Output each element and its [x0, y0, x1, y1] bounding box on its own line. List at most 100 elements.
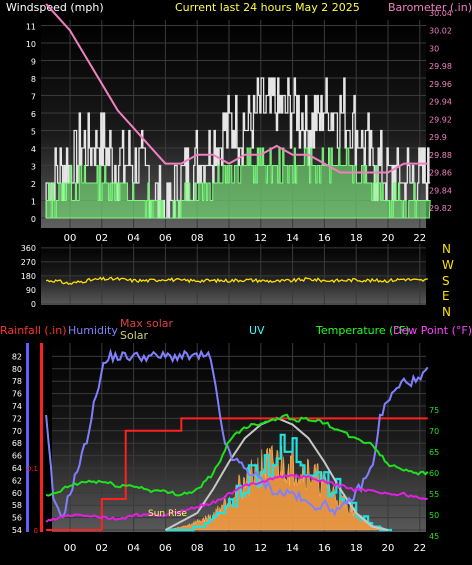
wind-tick-label: 3 [31, 163, 36, 172]
temperature-y-axis: 45 50 55 60 65 70 75 [429, 406, 439, 541]
x-tick-label: 04 [127, 543, 140, 554]
solar-legend: Solar [120, 329, 149, 342]
temperature-tick-label: 60 [429, 469, 439, 478]
temperature-tick-label: 50 [429, 511, 439, 520]
x-tick-label: 20 [382, 543, 395, 554]
barometer-tick-label: 30 [429, 44, 439, 53]
rainfall-axis-title: Rainfall (.in) [0, 324, 67, 337]
rainfall-y-axis: 00.1 [27, 343, 43, 535]
barometer-line [45, 3, 428, 174]
x-tick-label: 18 [350, 233, 363, 244]
x-tick-label: 04 [127, 233, 140, 244]
rain-axis-bar [40, 343, 43, 532]
wind-tick-label: 6 [31, 110, 36, 119]
x-tick-label: 14 [286, 233, 299, 244]
temperature-tick-label: 45 [429, 532, 439, 541]
temperature-axis-title: Temperature (°F) [315, 324, 410, 337]
wind-direction-line [45, 276, 428, 285]
dewpoint-line [45, 473, 428, 523]
x-tick-label: 12 [254, 543, 267, 554]
chart-title: Current last 24 hours May 2 2025 [175, 1, 360, 14]
barometer-y-axis: 29.82 29.84 29.86 29.88 29.9 29.92 29.94 29.96 2… [429, 9, 452, 213]
x-tick-label: 08 [191, 543, 204, 554]
direction-tick-label: 360 [21, 244, 36, 253]
max-solar-line [164, 416, 389, 531]
direction-series [45, 276, 428, 285]
humidity-tick-label: 78 [12, 377, 22, 386]
wind-tick-label: 0 [31, 215, 36, 224]
x-tick-label: 02 [95, 543, 108, 554]
wind-avg-area [45, 147, 431, 219]
humidity-tick-label: 76 [12, 390, 22, 399]
sunrise-annotation: Sun Rise [148, 509, 187, 519]
humidity-tick-label: 64 [12, 464, 22, 473]
temperature-tick-label: 55 [429, 490, 439, 499]
x-tick-label: 22 [413, 233, 426, 244]
humidity-tick-label: 72 [12, 414, 22, 423]
time-x-axis: 00 02 04 06 08 10 12 14 16 18 20 22 [64, 233, 427, 244]
barometer-tick-label: 30.02 [429, 27, 452, 36]
humidity-line [45, 348, 429, 519]
barometer-tick-label: 29.9 [429, 133, 447, 142]
x-tick-label: 14 [286, 543, 299, 554]
temperature-grid [52, 343, 426, 532]
x-tick-label: 00 [64, 543, 77, 554]
humidity-tick-label: 66 [12, 452, 22, 461]
direction-tick-label: 270 [21, 258, 36, 267]
temperature-line [45, 413, 429, 497]
humidity-tick-label: 58 [12, 501, 22, 510]
temperature-tick-label: 75 [429, 406, 439, 415]
windspeed-axis-title: Windspeed (mph) [6, 1, 104, 14]
wind-tick-label: 2 [31, 180, 36, 189]
barometer-tick-label: 30.04 [429, 9, 452, 18]
humidity-tick-label: 74 [12, 402, 22, 411]
humidity-legend: Humidity [68, 324, 118, 337]
uv-legend: UV [249, 324, 265, 337]
direction-tick-label: 90 [26, 286, 36, 295]
x-tick-label: 06 [159, 543, 172, 554]
humidity-tick-label: 62 [12, 476, 22, 485]
compass-label: W [442, 258, 454, 272]
wind-tick-label: 5 [31, 128, 36, 137]
wind-series [45, 3, 431, 219]
barometer-tick-label: 29.84 [429, 186, 452, 195]
x-tick-label: 22 [413, 543, 426, 554]
x-tick-label: 10 [223, 233, 236, 244]
rain-tick-label: 0 [34, 527, 38, 535]
x-tick-label: 16 [318, 233, 331, 244]
barometer-tick-label: 29.86 [429, 169, 452, 178]
x-tick-label: 20 [382, 233, 395, 244]
x-tick-label: 18 [350, 543, 363, 554]
rain-tick-label: 0.1 [27, 465, 38, 473]
barometer-tick-label: 29.98 [429, 62, 452, 71]
humidity-tick-label: 54 [12, 526, 22, 535]
x-tick-label: 16 [318, 543, 331, 554]
temperature-tick-label: 65 [429, 448, 439, 457]
humidity-y-axis: 54 56 58 60 62 64 66 68 70 72 74 76 78 80 82 [12, 343, 29, 535]
wind-tick-label: 8 [31, 75, 36, 84]
barometer-tick-label: 29.82 [429, 204, 452, 213]
wind-gust-line [45, 77, 431, 219]
wind-tick-label: 10 [26, 40, 36, 49]
humidity-tick-label: 70 [12, 427, 22, 436]
wind-tick-label: 11 [26, 23, 36, 32]
x-tick-label: 10 [223, 543, 236, 554]
direction-tick-label: 180 [21, 272, 36, 281]
wind-tick-label: 9 [31, 58, 36, 67]
direction-panel [41, 244, 426, 305]
wind-y-axis: 0 1 2 3 4 5 6 7 8 9 10 11 [26, 23, 36, 225]
humidity-tick-label: 60 [12, 489, 22, 498]
rainfall-line [46, 417, 428, 531]
direction-y-axis: 0 90 180 270 360 [21, 244, 36, 309]
wind-tick-label: 1 [31, 198, 36, 207]
compass-label: E [442, 289, 450, 303]
humidity-tick-label: 68 [12, 439, 22, 448]
barometer-tick-label: 29.96 [429, 80, 452, 89]
barometer-tick-label: 29.88 [429, 151, 452, 160]
wind-tick-label: 7 [31, 93, 36, 102]
uv-line [165, 433, 392, 532]
humidity-axis-bar [26, 343, 29, 532]
